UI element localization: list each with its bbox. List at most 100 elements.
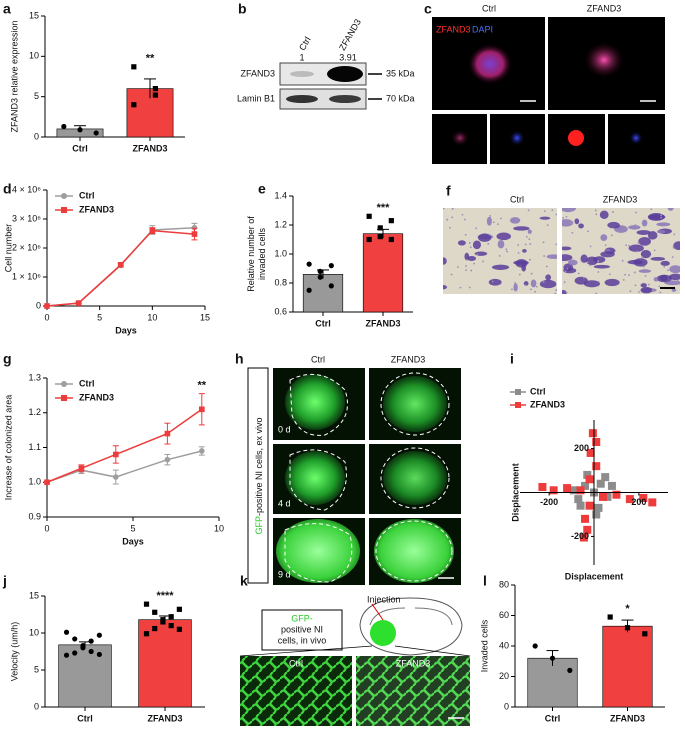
- pore: [673, 233, 676, 236]
- stain-blob: [628, 244, 644, 252]
- panel-letter: l: [483, 573, 487, 589]
- pore: [610, 234, 613, 237]
- pore: [468, 286, 471, 289]
- bar: [527, 657, 578, 708]
- pore: [469, 246, 472, 249]
- pore: [491, 280, 494, 283]
- y-tick-label: 15: [29, 10, 39, 20]
- trajectory-point: [581, 514, 590, 523]
- column-label: Ctrl: [311, 354, 325, 364]
- y-tick-label: 5: [34, 664, 39, 674]
- pore: [660, 216, 663, 219]
- data-point: [72, 636, 78, 642]
- stain-blob: [660, 274, 668, 282]
- pore: [535, 285, 538, 288]
- data-point: [306, 287, 312, 293]
- stain-blob: [522, 249, 527, 253]
- panel-letter: b: [238, 1, 247, 17]
- stain-blob: [599, 210, 609, 219]
- stain-blob: [580, 254, 588, 263]
- pore: [636, 250, 638, 253]
- significance: ***: [377, 202, 391, 214]
- pore: [506, 250, 508, 253]
- stain-blob: [593, 256, 606, 264]
- line-marker: [164, 456, 171, 463]
- pore: [575, 260, 578, 263]
- stain-blob: [607, 221, 620, 229]
- pore: [466, 258, 468, 261]
- pore: [566, 267, 569, 270]
- needle: [371, 603, 384, 621]
- x-axis-label: Days: [115, 325, 137, 335]
- trajectory-point: [585, 475, 594, 484]
- stain-group: [443, 208, 557, 294]
- side-box: [247, 367, 269, 584]
- line-marker: [191, 224, 198, 231]
- pore: [489, 214, 492, 217]
- size-label: 35 kDa: [386, 68, 415, 78]
- stain-blob: [641, 219, 648, 227]
- pore: [672, 246, 675, 249]
- row-label: Lamin B1: [237, 93, 275, 103]
- stain-blob: [513, 283, 518, 292]
- pore: [633, 271, 636, 274]
- panel-letter: e: [258, 181, 266, 197]
- line-marker: [113, 451, 119, 458]
- pore: [555, 289, 557, 291]
- panel-f: f Ctrl ZFAND3: [443, 183, 680, 294]
- pore: [586, 261, 589, 264]
- pore: [638, 291, 640, 293]
- data-point: [88, 638, 94, 644]
- line-marker: [117, 262, 124, 268]
- y-tick-label: 3 × 10⁶: [12, 213, 41, 223]
- pore: [459, 286, 462, 289]
- y-tick-label: 0: [34, 701, 39, 711]
- pore: [473, 262, 475, 265]
- stain-blob: [653, 277, 659, 282]
- band: [327, 66, 363, 82]
- data-point: [160, 619, 166, 625]
- trajectory-point: [607, 481, 616, 490]
- stain-blob: [509, 217, 521, 224]
- pore: [545, 265, 548, 268]
- bar: [362, 233, 404, 313]
- x-tick-label: Ctrl: [545, 713, 561, 723]
- pore: [571, 231, 574, 234]
- day-label: 9 d: [278, 569, 291, 579]
- pore: [530, 272, 533, 275]
- y-tick-label: 200: [574, 443, 589, 453]
- stain-blob: [656, 222, 671, 227]
- micrograph: [443, 208, 557, 294]
- x-tick-label: ZFAND3: [365, 318, 400, 328]
- pore: [589, 264, 592, 267]
- cell: [468, 44, 512, 84]
- stain-blob: [515, 259, 528, 268]
- y-axis-label: Velocity (um/h): [9, 622, 19, 682]
- pore: [505, 248, 508, 251]
- significance: *: [625, 603, 630, 615]
- data-point: [152, 92, 158, 98]
- y-tick-label: 1.0: [274, 248, 287, 258]
- y-tick-label: -200: [571, 531, 589, 541]
- column-label: Ctrl: [510, 194, 524, 204]
- y-tick-label: 60: [499, 610, 509, 620]
- injection-label: Injection: [367, 594, 401, 604]
- data-point: [567, 667, 573, 674]
- y-axis-label: Increase of colonized area: [3, 395, 13, 501]
- panel-letter: j: [2, 573, 7, 589]
- ratio-label: 3.91: [339, 52, 357, 62]
- panel-letter: f: [446, 183, 451, 199]
- pore: [500, 217, 502, 220]
- y-tick-label: 0.8: [274, 277, 287, 287]
- data-point: [61, 123, 67, 130]
- pore: [451, 216, 454, 219]
- band: [329, 95, 361, 103]
- data-point: [388, 218, 394, 224]
- data-point: [96, 651, 102, 658]
- pore: [629, 290, 632, 293]
- tissue-outline: [284, 523, 353, 583]
- pore: [524, 284, 527, 287]
- data-point: [96, 632, 102, 638]
- x-axis-label: Displacement: [565, 571, 624, 581]
- data-point: [88, 648, 94, 655]
